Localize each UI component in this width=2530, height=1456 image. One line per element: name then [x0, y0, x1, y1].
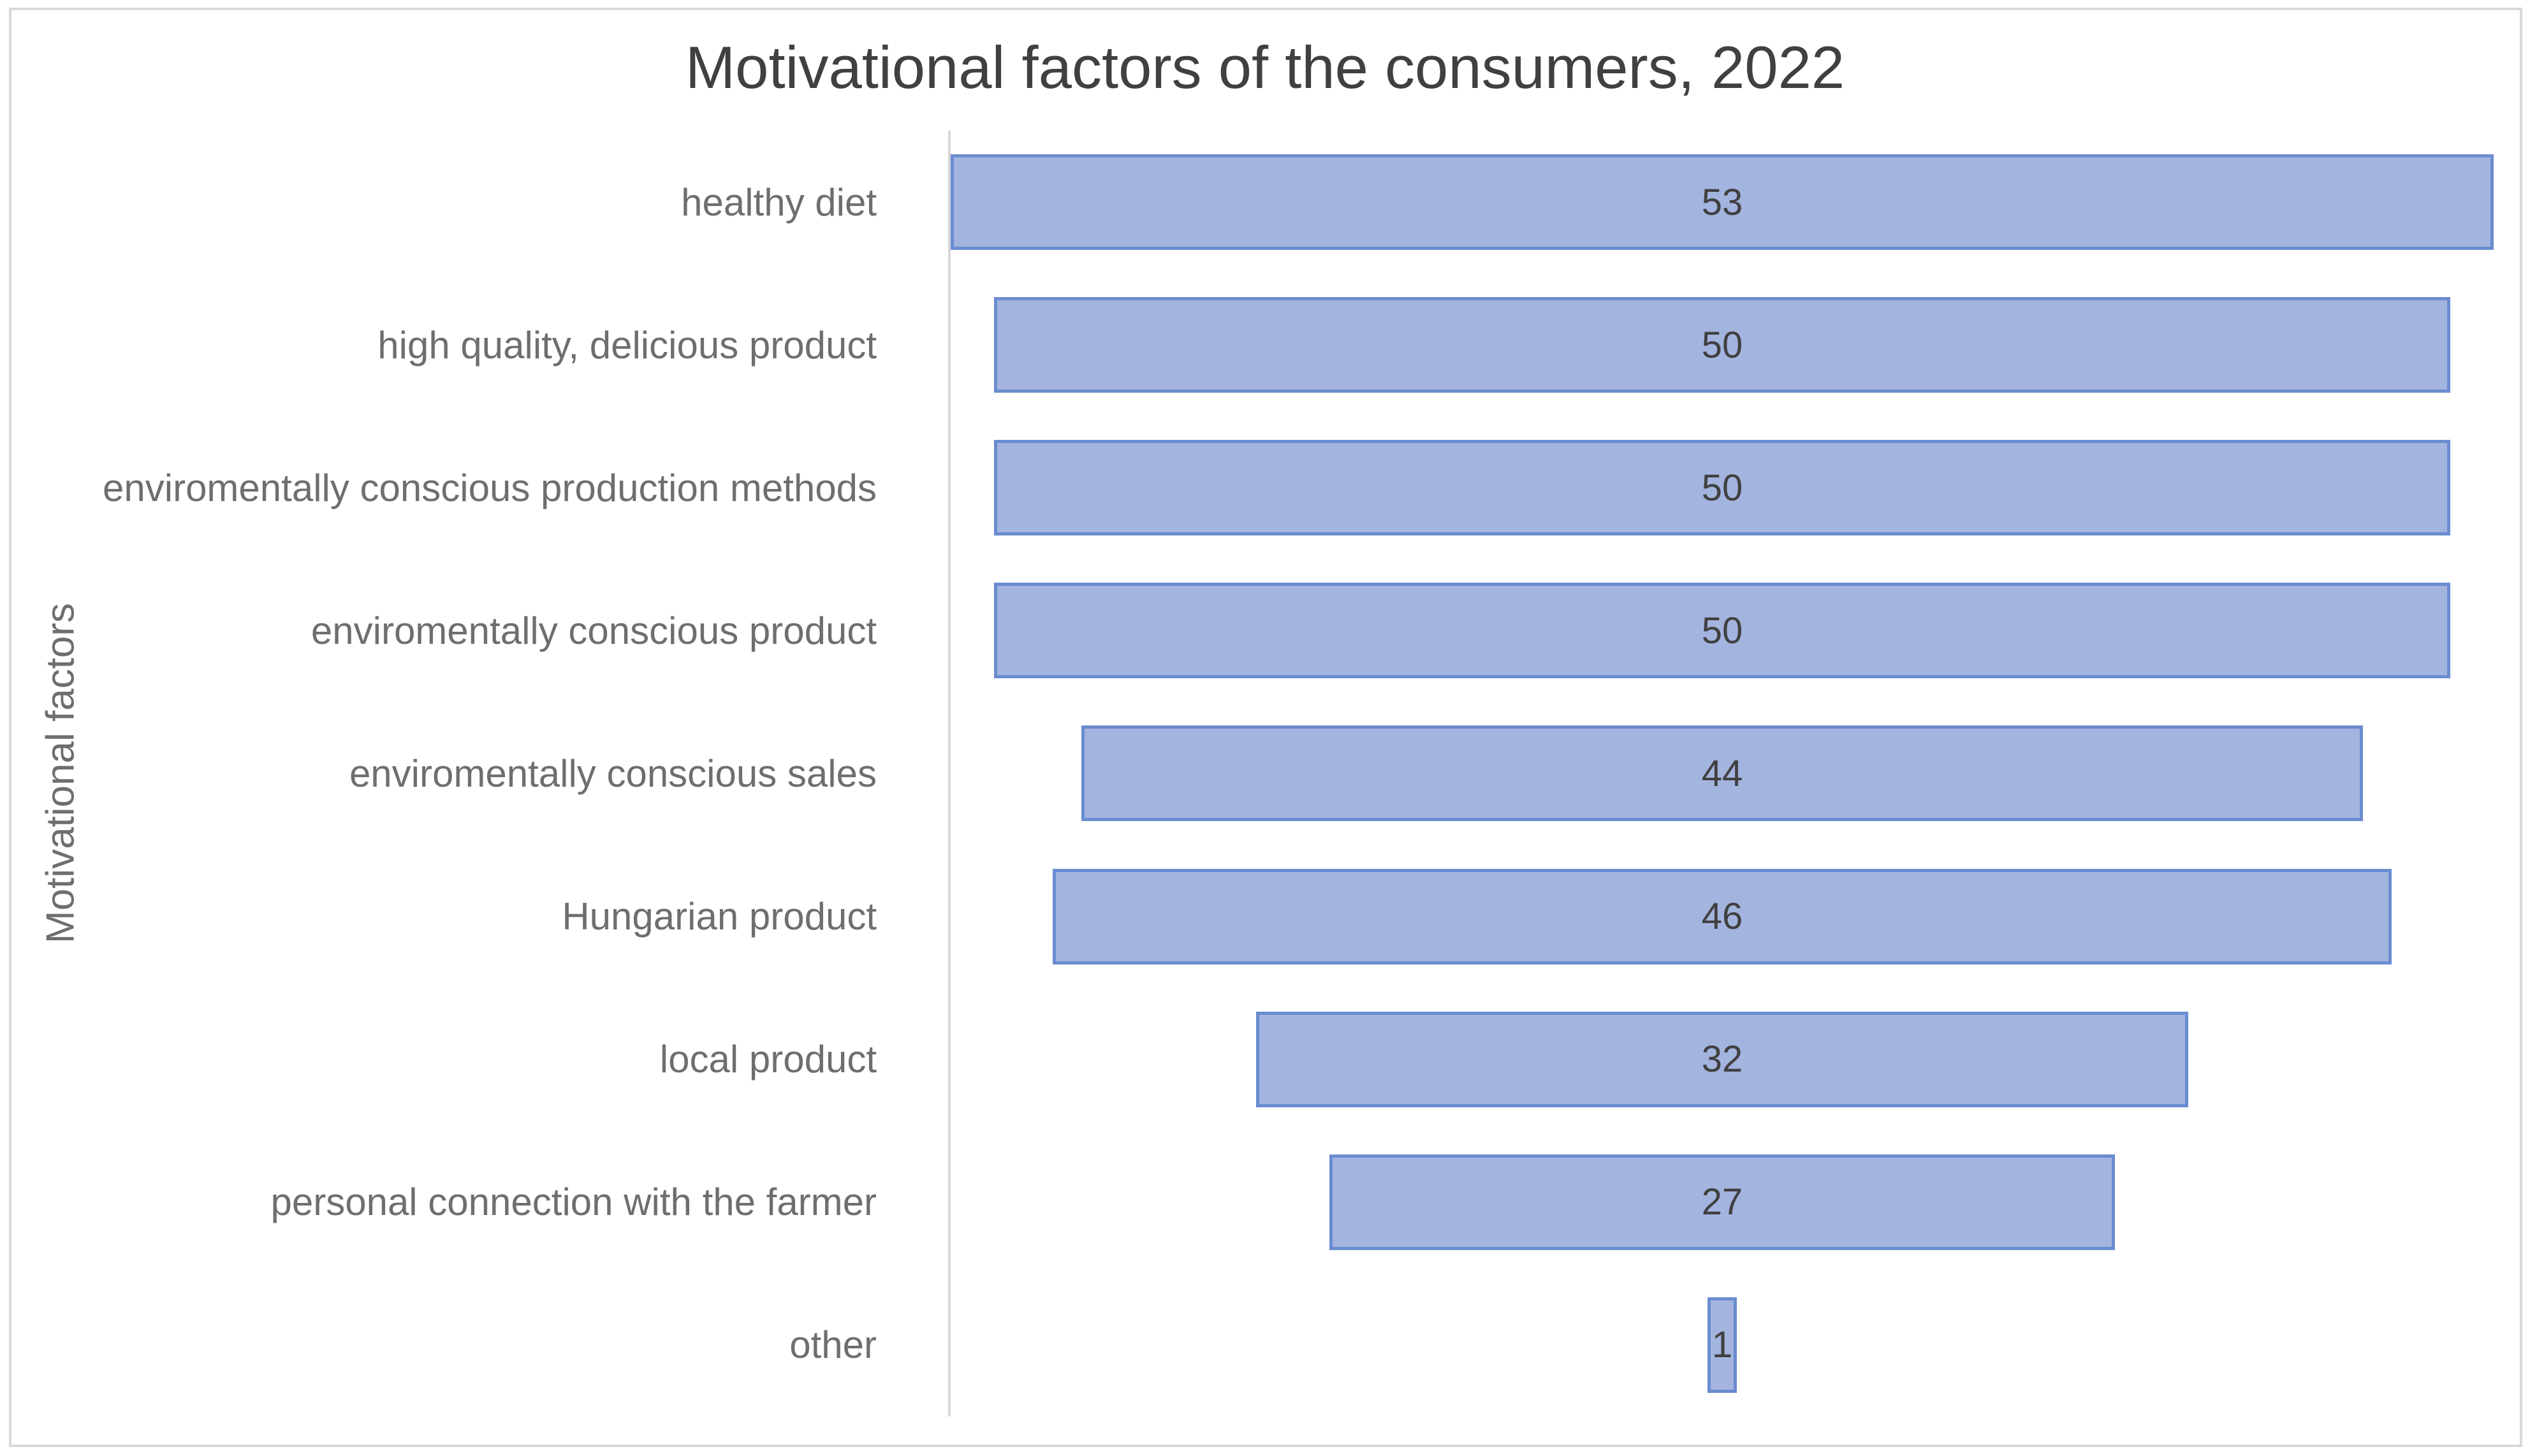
- row-plot-area: 44: [951, 702, 2494, 845]
- funnel-bar: 50: [994, 583, 2450, 679]
- category-label: local product: [659, 1038, 877, 1081]
- row-plot-area: 1: [951, 1274, 2494, 1416]
- category-label: other: [789, 1323, 877, 1367]
- funnel-bar: 27: [1329, 1154, 2116, 1250]
- y-axis-line: [948, 131, 951, 1416]
- funnel-bar: 32: [1256, 1011, 2188, 1107]
- row-plot-area: 27: [951, 1131, 2494, 1274]
- funnel-bar: 46: [1052, 868, 2392, 965]
- funnel-row: personal connection with the farmer 27: [0, 1131, 2494, 1274]
- value-label: 27: [1701, 1181, 1743, 1223]
- funnel-bar: 1: [1707, 1297, 1737, 1393]
- category-label: high quality, delicious product: [377, 323, 877, 367]
- funnel-row: other 1: [0, 1274, 2494, 1416]
- funnel-row: Hungarian product 46: [0, 845, 2494, 988]
- value-label: 32: [1701, 1038, 1743, 1081]
- funnel-row: high quality, delicious product 50: [0, 273, 2494, 416]
- value-label: 44: [1701, 752, 1743, 794]
- funnel-row: enviromentally conscious production meth…: [0, 416, 2494, 559]
- category-label: healthy diet: [681, 180, 877, 224]
- row-plot-area: 50: [951, 416, 2494, 559]
- row-plot-area: 53: [951, 131, 2494, 273]
- funnel-bar: 53: [951, 154, 2494, 251]
- value-label: 50: [1701, 324, 1743, 366]
- funnel-row: healthy diet 53: [0, 131, 2494, 273]
- funnel-plot-area: healthy diet 53 high quality, delicious pr…: [0, 131, 2494, 1416]
- funnel-bar: 44: [1081, 725, 2363, 822]
- category-label: enviromentally conscious sales: [349, 752, 877, 795]
- funnel-bar: 50: [994, 297, 2450, 393]
- category-label: enviromentally conscious product: [311, 609, 877, 652]
- row-plot-area: 32: [951, 988, 2494, 1131]
- funnel-row: enviromentally conscious product 50: [0, 559, 2494, 702]
- value-label: 1: [1711, 1324, 1733, 1366]
- funnel-bar: 50: [994, 440, 2450, 536]
- chart-title: Motivational factors of the consumers, 2…: [685, 34, 1845, 101]
- category-label: personal connection with the farmer: [270, 1181, 877, 1224]
- row-plot-area: 46: [951, 845, 2494, 988]
- value-label: 46: [1701, 896, 1743, 938]
- row-plot-area: 50: [951, 273, 2494, 416]
- funnel-row: local product 32: [0, 988, 2494, 1131]
- category-label: enviromentally conscious production meth…: [103, 466, 877, 509]
- category-label: Hungarian product: [562, 895, 877, 938]
- row-plot-area: 50: [951, 559, 2494, 702]
- value-label: 50: [1701, 467, 1743, 509]
- value-label: 50: [1701, 609, 1743, 652]
- value-label: 53: [1701, 181, 1743, 223]
- funnel-row: enviromentally conscious sales 44: [0, 702, 2494, 845]
